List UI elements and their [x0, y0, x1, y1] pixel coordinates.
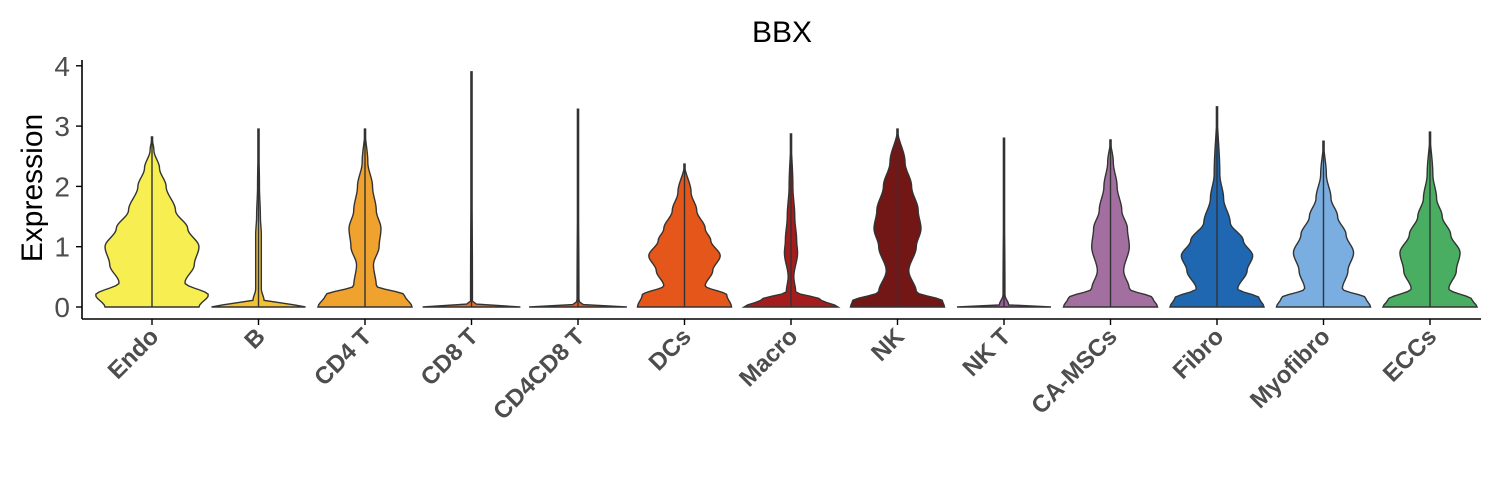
x-tick-label: CD4CD8 T — [488, 323, 590, 425]
y-ticks: 0 1 2 3 4 — [54, 51, 82, 323]
x-tick-label: CD8 T — [416, 323, 484, 391]
x-tick-label: B — [239, 323, 270, 354]
y-tick-label: 2 — [54, 171, 70, 202]
x-tick-label: Fibro — [1168, 323, 1230, 385]
x-tick-label: CD4 T — [309, 323, 377, 391]
x-tick-label: NK T — [958, 323, 1017, 382]
x-tick-label: ECCs — [1378, 323, 1442, 387]
violins — [95, 71, 1479, 308]
x-tick-label: DCs — [644, 323, 697, 376]
chart-title: BBX — [752, 16, 812, 49]
x-tick-label: Myofibro — [1245, 323, 1336, 414]
y-axis-label: Expression — [16, 114, 49, 262]
x-tick-label: NK — [866, 323, 910, 367]
y-tick-label: 1 — [54, 232, 70, 263]
x-tick-label: Macro — [734, 323, 803, 392]
x-tick-label: Endo — [103, 323, 165, 385]
x-tick-label: CA-MSCs — [1026, 323, 1122, 419]
x-ticks: Endo B CD4 T CD8 T CD4CD8 T DCs Macro NK NK T CA-… — [103, 319, 1442, 425]
y-tick-label: 0 — [54, 292, 70, 323]
y-tick-label: 4 — [54, 51, 70, 82]
y-tick-label: 3 — [54, 111, 70, 142]
